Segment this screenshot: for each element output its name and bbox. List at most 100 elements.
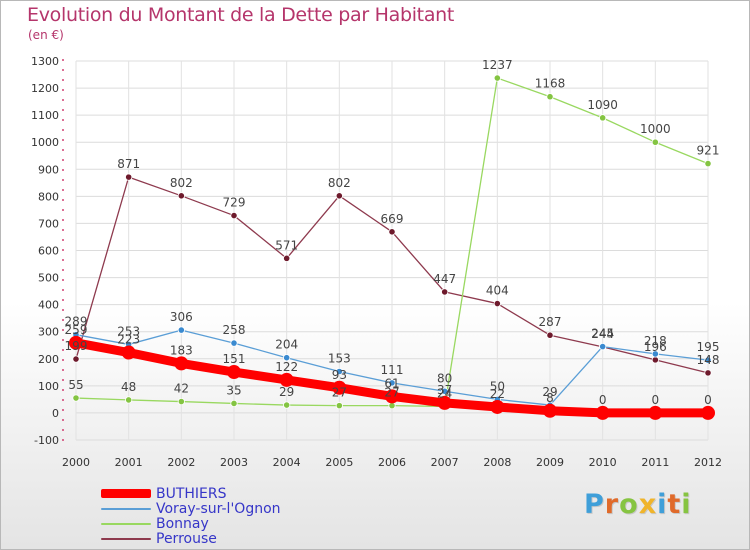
data-label: 27: [332, 386, 347, 400]
data-label: 183: [170, 343, 193, 357]
data-label: 111: [381, 363, 404, 377]
x-tick-label: 2003: [220, 456, 248, 469]
legend-label: Perrouse: [156, 530, 217, 547]
data-point: [72, 355, 80, 363]
logo-letter: r: [604, 489, 620, 520]
y-tick-label: 500: [38, 272, 59, 285]
legend-item: Perrouse: [101, 530, 281, 547]
data-label: 35: [226, 383, 241, 397]
data-point: [599, 343, 607, 351]
logo-letter: t: [667, 489, 682, 520]
data-point: [332, 380, 347, 395]
data-label: 122: [275, 360, 298, 374]
data-point: [599, 114, 607, 122]
x-tick-label: 2006: [378, 456, 406, 469]
data-point: [335, 192, 343, 200]
data-label: 1168: [535, 77, 566, 91]
data-point: [490, 399, 505, 414]
axes: -100010020030040050060070080090010001100…: [31, 55, 722, 469]
data-point: [335, 367, 343, 376]
y-tick-label: 900: [38, 163, 59, 176]
data-point: [283, 354, 291, 362]
data-point: [279, 372, 294, 387]
data-label: 223: [117, 333, 140, 347]
logo-letter: i: [657, 489, 668, 520]
data-label: 153: [328, 352, 351, 366]
x-tick-label: 2009: [536, 456, 564, 469]
x-tick-label: 2010: [589, 456, 617, 469]
data-label: 8: [546, 391, 554, 405]
data-point: [595, 405, 610, 420]
data-point: [174, 356, 189, 371]
data-point: [335, 402, 343, 410]
x-tick-label: 2012: [694, 456, 722, 469]
x-tick-label: 2007: [431, 456, 459, 469]
data-point: [283, 401, 291, 409]
data-label: 289: [65, 315, 88, 329]
legend-label: Voray-sur-l'Ognon: [156, 500, 281, 517]
y-tick-label: 800: [38, 190, 59, 203]
data-label: 871: [117, 157, 140, 171]
data-point: [546, 331, 554, 339]
data-point: [283, 254, 291, 262]
data-label: 1237: [482, 58, 513, 72]
chart-subtitle: (en €): [28, 28, 64, 42]
y-tick-label: 1200: [31, 82, 59, 95]
y-tick-label: 1000: [31, 136, 59, 149]
data-point: [177, 192, 185, 200]
y-tick-label: 200: [38, 353, 59, 366]
data-label: 48: [121, 380, 136, 394]
x-tick-label: 2008: [483, 456, 511, 469]
y-tick-label: 1100: [31, 109, 59, 122]
data-point: [493, 299, 501, 308]
legend: BUTHIERS Voray-sur-l'Ognon Bonnay Perrouse: [101, 485, 281, 547]
legend-item: Bonnay: [101, 515, 281, 532]
data-label: 306: [170, 310, 193, 324]
data-point: [651, 350, 659, 358]
proxiti-logo: Proxiti: [584, 489, 692, 520]
data-point: [648, 405, 663, 420]
data-label: 245: [591, 327, 614, 341]
data-label: 195: [697, 340, 720, 354]
data-label: 80: [437, 371, 452, 385]
data-point: [651, 138, 659, 146]
x-tick-label: 2011: [641, 456, 669, 469]
data-point: [546, 93, 554, 101]
data-label: 802: [170, 176, 193, 190]
data-label: 24: [437, 386, 452, 400]
data-point: [493, 74, 501, 82]
data-label: 204: [275, 338, 298, 352]
x-tick-label: 2005: [325, 456, 353, 469]
data-label: 447: [433, 272, 456, 286]
data-point: [385, 389, 399, 404]
legend-swatch: [101, 537, 151, 540]
data-label: 1000: [640, 122, 671, 136]
logo-letter: o: [619, 489, 639, 520]
y-tick-label: 0: [52, 407, 59, 420]
data-label: 1090: [587, 98, 618, 112]
legend-swatch: [101, 489, 151, 498]
data-point: [177, 397, 185, 406]
data-point: [125, 396, 133, 404]
data-point: [441, 387, 449, 395]
legend-swatch: [101, 522, 151, 525]
data-label: 29: [279, 385, 294, 399]
data-label: 258: [223, 323, 246, 337]
data-point: [388, 379, 396, 387]
legend-item: BUTHIERS: [101, 485, 281, 502]
data-label: 802: [328, 176, 351, 190]
y-tick-label: 600: [38, 245, 59, 258]
legend-swatch: [101, 507, 151, 510]
data-label: 37: [437, 383, 452, 397]
legend-label: BUTHIERS: [156, 485, 227, 502]
legend-label: Bonnay: [156, 515, 209, 532]
data-label: 27: [384, 386, 399, 400]
data-label: 259: [65, 323, 88, 337]
y-tick-label: -100: [34, 434, 59, 447]
y-tick-label: 300: [38, 326, 59, 339]
data-point: [704, 160, 712, 168]
data-label: 55: [68, 378, 83, 392]
data-label: 729: [223, 196, 246, 210]
